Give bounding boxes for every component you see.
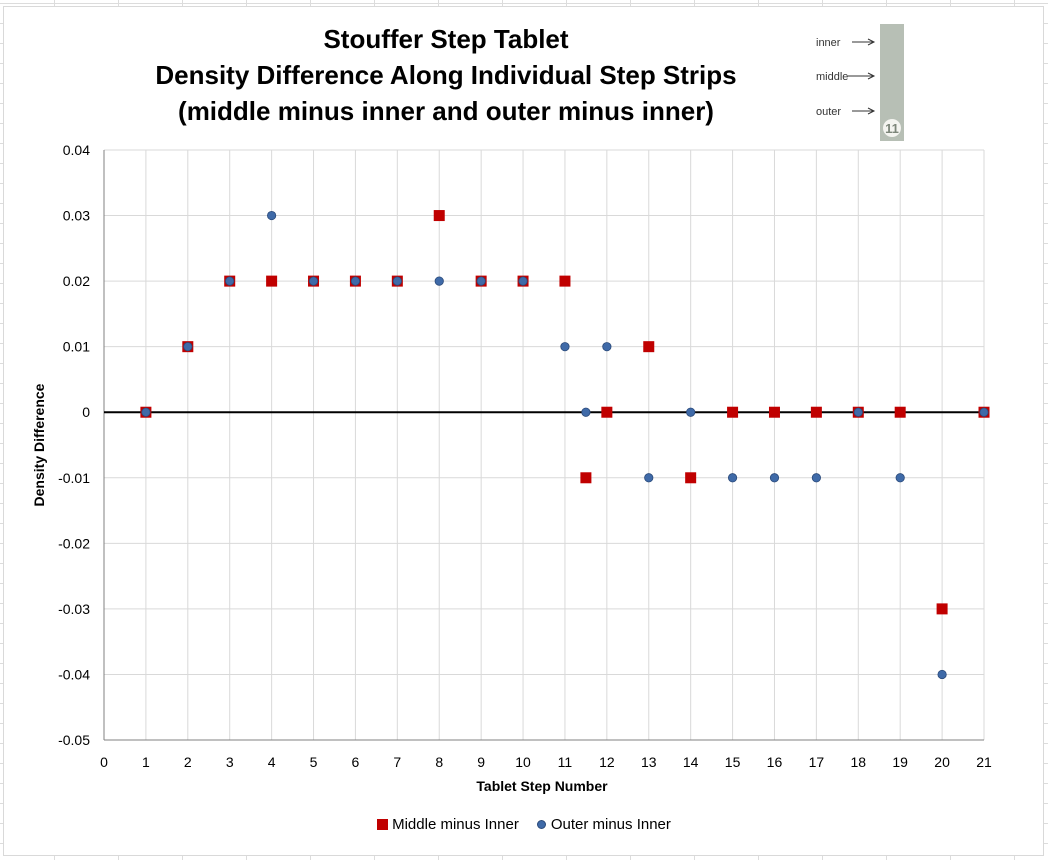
- legend-item-outer-minus-inner: Outer minus Inner: [536, 816, 671, 833]
- x-tick-label: 3: [226, 754, 234, 770]
- data-point-outer-minus-inner: [853, 407, 863, 417]
- data-point-middle-minus-inner: [580, 472, 592, 484]
- x-tick-label: 14: [683, 754, 699, 770]
- inset-step-number-badge: [883, 119, 901, 137]
- y-tick-label: -0.02: [58, 535, 90, 551]
- data-point-outer-minus-inner: [308, 276, 319, 286]
- chart-legend: Middle minus Inner Outer minus Inner: [0, 816, 1048, 833]
- data-point-middle-minus-inner: [768, 406, 780, 418]
- data-point-middle-minus-inner: [266, 275, 278, 287]
- y-tick-label: -0.05: [58, 732, 90, 748]
- y-tick-label: -0.03: [58, 601, 90, 617]
- x-tick-label: 4: [268, 754, 276, 770]
- x-tick-label: 13: [641, 754, 657, 770]
- y-tick-label: 0.04: [63, 142, 90, 158]
- data-point-middle-minus-inner: [685, 472, 697, 484]
- inset-label-middle: middle: [816, 71, 848, 83]
- data-point-outer-minus-inner: [518, 276, 528, 286]
- data-points: [140, 210, 990, 680]
- step-strip-inset-image: inner middle outer 11: [816, 24, 904, 141]
- data-point-middle-minus-inner: [727, 406, 739, 418]
- gridlines: [104, 149, 985, 740]
- x-tick-label: 1: [142, 754, 150, 770]
- inset-arrow-outer: [852, 107, 876, 115]
- x-tick-label: 20: [934, 754, 950, 770]
- data-point-outer-minus-inner: [392, 276, 402, 286]
- x-tick-label: 5: [310, 754, 318, 770]
- x-tick-label: 10: [515, 754, 531, 770]
- legend-circle-marker-icon: [536, 820, 546, 829]
- x-tick-label: 18: [850, 754, 866, 770]
- data-point-outer-minus-inner: [937, 669, 947, 680]
- legend-square-marker-icon: [377, 819, 389, 830]
- data-point-outer-minus-inner: [686, 407, 696, 417]
- x-tick-label: 9: [477, 754, 485, 770]
- data-point-outer-minus-inner: [727, 473, 738, 483]
- data-point-outer-minus-inner: [979, 407, 989, 417]
- data-point-middle-minus-inner: [559, 275, 571, 287]
- x-tick-label: 7: [393, 754, 401, 770]
- data-point-outer-minus-inner: [644, 473, 654, 483]
- data-point-middle-minus-inner: [643, 341, 655, 353]
- data-point-outer-minus-inner: [267, 210, 277, 221]
- legend-label-middle-minus-inner: Middle minus Inner: [392, 816, 519, 833]
- x-tick-label: 19: [892, 754, 908, 770]
- data-point-outer-minus-inner: [225, 276, 235, 286]
- x-tick-label: 12: [599, 754, 615, 770]
- data-point-outer-minus-inner: [769, 473, 780, 483]
- chart-title-line-3: (middle minus inner and outer minus inne…: [178, 96, 714, 126]
- data-point-middle-minus-inner: [810, 406, 822, 418]
- y-tick-label: 0.01: [63, 339, 90, 355]
- data-point-outer-minus-inner: [434, 276, 444, 286]
- legend-label-outer-minus-inner: Outer minus Inner: [550, 816, 671, 833]
- inset-label-outer: outer: [816, 106, 841, 118]
- y-tick-label: -0.01: [58, 470, 90, 486]
- data-point-outer-minus-inner: [581, 407, 591, 417]
- data-point-outer-minus-inner: [183, 342, 193, 352]
- x-tick-label: 8: [435, 754, 443, 770]
- chart-title-line-2: Density Difference Along Individual Step…: [155, 60, 737, 90]
- x-tick-label: 11: [558, 754, 573, 770]
- data-point-middle-minus-inner: [894, 406, 906, 418]
- data-point-middle-minus-inner: [601, 406, 613, 418]
- x-tick-label: 0: [100, 754, 108, 770]
- data-point-outer-minus-inner: [811, 473, 821, 483]
- x-tick-label: 17: [809, 754, 825, 770]
- data-point-middle-minus-inner: [936, 603, 948, 615]
- data-point-outer-minus-inner: [350, 276, 361, 286]
- inset-arrow-inner: [852, 38, 876, 46]
- data-point-outer-minus-inner: [560, 342, 570, 352]
- y-tick-label: -0.04: [58, 666, 90, 682]
- axes: 0 1 2 3 4 5 6 7 8 9 10 11 12 13 14 15 16 17 18 19 20 210.040.…: [31, 142, 992, 794]
- y-tick-label: 0: [82, 404, 90, 420]
- data-point-outer-minus-inner: [895, 473, 905, 483]
- inset-step-number: 11: [885, 121, 899, 136]
- x-axis-title: Tablet Step Number: [476, 778, 608, 794]
- y-tick-label: 0.03: [63, 208, 90, 224]
- chart-title-line-1: Stouffer Step Tablet: [323, 24, 569, 54]
- legend-item-middle-minus-inner: Middle minus Inner: [377, 816, 519, 833]
- data-point-outer-minus-inner: [141, 407, 151, 417]
- data-point-outer-minus-inner: [476, 276, 486, 286]
- y-tick-label: 0.02: [63, 273, 90, 289]
- x-tick-label: 21: [976, 754, 992, 770]
- y-axis-title: Density Difference: [31, 383, 47, 506]
- inset-label-inner: inner: [816, 37, 841, 49]
- x-tick-label: 6: [352, 754, 360, 770]
- data-point-middle-minus-inner: [433, 210, 445, 222]
- data-point-outer-minus-inner: [602, 342, 612, 352]
- x-tick-label: 15: [725, 754, 741, 770]
- x-tick-label: 2: [184, 754, 192, 770]
- inset-arrow-middle: [848, 72, 876, 80]
- x-tick-label: 16: [767, 754, 783, 770]
